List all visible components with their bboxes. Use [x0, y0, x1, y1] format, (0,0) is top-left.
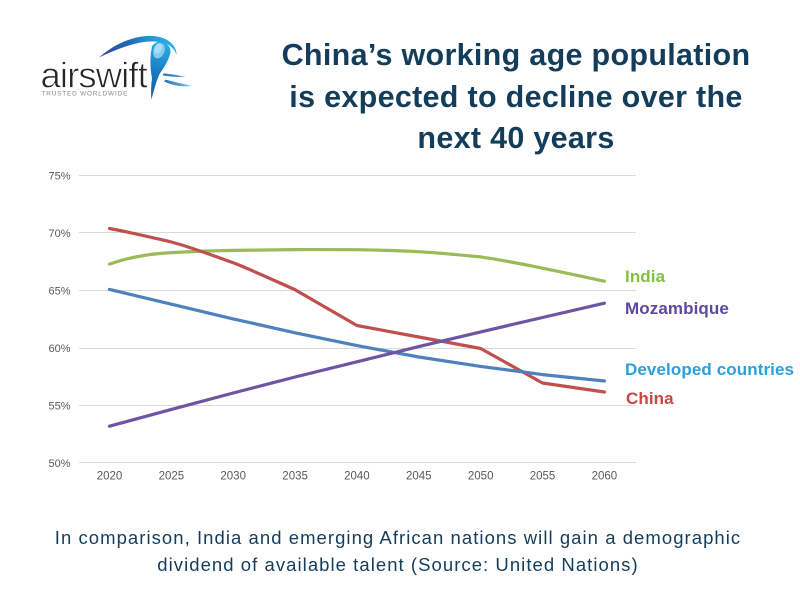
svg-text:2045: 2045	[406, 471, 432, 483]
svg-text:65%: 65%	[48, 286, 70, 298]
svg-text:2020: 2020	[97, 471, 123, 483]
svg-text:2025: 2025	[159, 471, 185, 483]
svg-text:TRUSTED WORLDWIDE: TRUSTED WORLDWIDE	[42, 90, 129, 97]
svg-text:55%: 55%	[48, 401, 70, 413]
svg-text:airswift: airswift	[41, 55, 148, 96]
svg-text:2040: 2040	[344, 471, 370, 483]
svg-text:2035: 2035	[282, 471, 308, 483]
svg-text:2050: 2050	[468, 471, 494, 483]
svg-text:2060: 2060	[592, 471, 618, 483]
svg-text:70%: 70%	[48, 228, 70, 240]
svg-text:50%: 50%	[48, 458, 70, 470]
svg-text:2055: 2055	[530, 471, 556, 483]
svg-text:2030: 2030	[220, 471, 246, 483]
svg-text:75%: 75%	[48, 171, 70, 183]
svg-text:60%: 60%	[48, 343, 70, 355]
